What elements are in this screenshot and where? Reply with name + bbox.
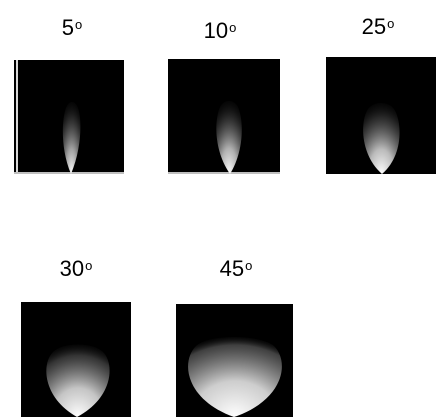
beam-image-10deg bbox=[168, 59, 280, 174]
beam-image-25deg bbox=[326, 57, 436, 174]
label-5deg: 5o bbox=[61, 15, 83, 40]
beam-image-30deg bbox=[21, 302, 131, 417]
label-45deg: 45o bbox=[219, 256, 253, 281]
beam-image-5deg bbox=[14, 60, 124, 174]
label-30deg: 30o bbox=[59, 256, 93, 281]
label-25deg: 25o bbox=[361, 14, 395, 39]
label-10deg: 10o bbox=[203, 18, 237, 43]
beam-image-45deg bbox=[176, 304, 293, 417]
